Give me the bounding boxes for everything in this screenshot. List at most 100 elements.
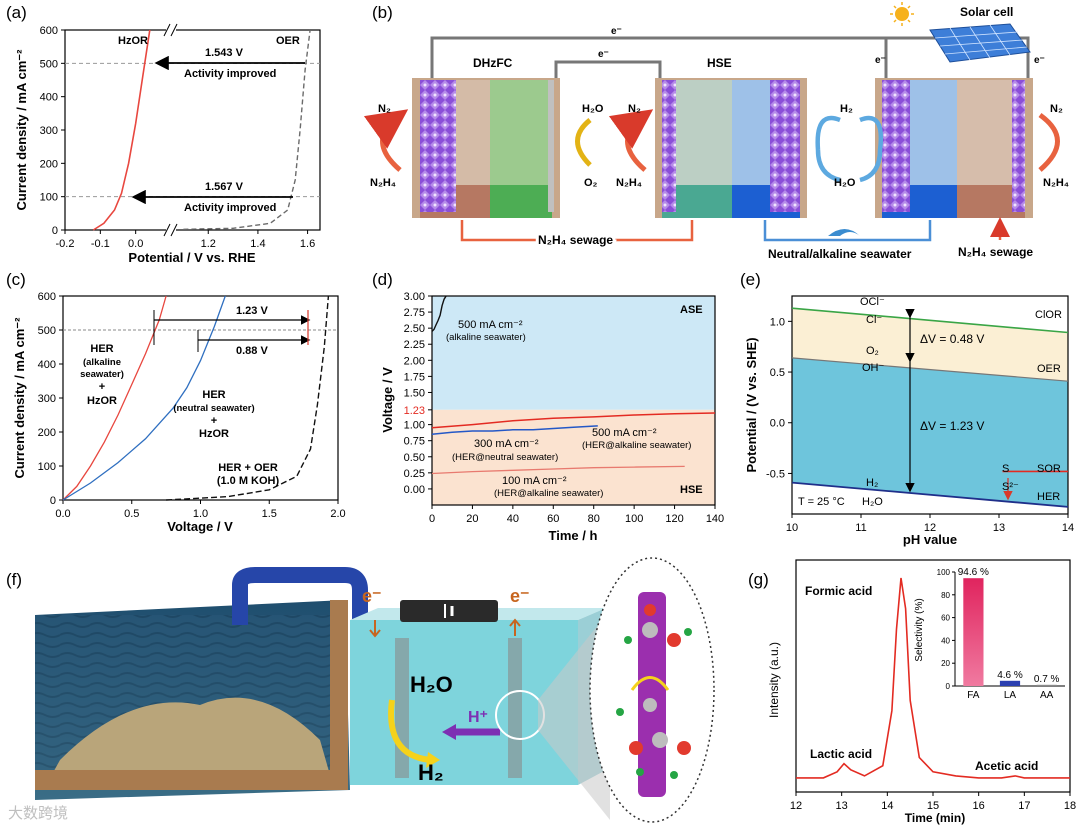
e-ylabel: Potential / (V vs. SHE)	[744, 337, 759, 472]
a-ytick-label: 400	[40, 92, 58, 104]
g-inset-y-ticks: 0 20 40 60 80 100	[937, 568, 955, 691]
g-inset-ytick-label: 20	[941, 659, 950, 668]
d-hse-region	[432, 409, 715, 505]
c-y-ticks: 0 100 200 300 400 500 600	[38, 291, 63, 507]
c-x-ticks: 0.0 0.5 1.0 1.5 2.0	[55, 500, 346, 520]
d-ytick-label: 0.00	[404, 484, 425, 496]
b-h2: H₂	[840, 103, 853, 115]
c-ytick-label: 100	[38, 461, 56, 473]
panel-d: (d) 0.00 0.25 0.50 0.75 1.00 1.23 1.50 1.75 2.00…	[372, 270, 724, 543]
d-red-label-1: (HER@alkaline seawater)	[582, 440, 691, 451]
c-xtick-label: 0.5	[124, 508, 139, 520]
e-her-label: HER	[1037, 491, 1060, 503]
f-yellow-arrow	[388, 699, 431, 763]
a-ytick-label: 0	[52, 225, 58, 237]
d-series-500-alk	[431, 412, 716, 429]
wave-icon	[828, 229, 860, 236]
g-xtick-label: 18	[1064, 800, 1076, 812]
panel-label-b: (b)	[372, 3, 393, 22]
b-seawater-flow	[763, 220, 932, 242]
watermark: 大数跨境	[8, 804, 68, 822]
b-sewage-label: N₂H₄ sewage	[538, 233, 613, 247]
d-blue-label-0: 300 mA cm⁻²	[474, 438, 539, 450]
d-lightred-label-0: 100 mA cm⁻²	[502, 475, 567, 487]
d-xtick-label: 40	[507, 513, 519, 525]
a-ytick-label: 300	[40, 125, 58, 137]
e-temp: T = 25 °C	[798, 496, 845, 508]
g-inset-value-label: 4.6 %	[997, 670, 1023, 681]
cell-solar	[875, 78, 1033, 218]
g-inset-value-label: 0.7 %	[1034, 674, 1060, 685]
e-dv2: ΔV = 1.23 V	[920, 419, 984, 433]
e-line-her	[791, 481, 1069, 508]
b-solar-label: Solar cell	[960, 5, 1013, 19]
sand-floor	[35, 770, 348, 790]
b-h2o-1: H₂O	[582, 103, 604, 115]
panel-d-frame	[431, 295, 716, 506]
d-xtick-label: 100	[625, 513, 643, 525]
d-red-label-0: 500 mA cm⁻²	[592, 427, 657, 439]
g-peak-lactic: Lactic acid	[810, 747, 872, 761]
e-s: S	[1002, 463, 1009, 475]
d-series-ase	[431, 295, 447, 332]
a-annot-improved-1: Activity improved	[184, 68, 276, 80]
d-ase-label: ASE	[680, 304, 703, 316]
d-lightred-label-1: (HER@alkaline seawater)	[494, 488, 603, 499]
b-arrow-n2-1	[363, 109, 409, 172]
b-electron-3: e⁻	[875, 55, 886, 66]
f-electron-left: e⁻	[362, 586, 382, 606]
c-blue-label-2: +	[211, 415, 217, 427]
c-series-oer	[166, 295, 330, 501]
g-chromatogram	[796, 577, 1070, 779]
c-ytick-label: 200	[38, 427, 56, 439]
e-xtick-label: 14	[1062, 522, 1074, 534]
e-ytick-label: 0.0	[770, 418, 785, 430]
hse-electrode	[770, 80, 800, 212]
sand-mound	[50, 697, 330, 778]
a-xtick-label: -0.2	[56, 238, 75, 250]
g-xtick-label: 16	[973, 800, 985, 812]
c-ytick-label: 500	[38, 325, 56, 337]
d-ytick-label: 2.50	[404, 323, 425, 335]
b-sewage-right-label: N₂H₄ sewage	[958, 245, 1033, 259]
e-x-ticks: 10 11 12 13 14	[786, 514, 1074, 534]
b-arrow-h2o-h2	[815, 115, 884, 183]
b-dhzfc-label: DHzFC	[473, 56, 513, 70]
b-n2h4-3: N₂H₄	[1043, 177, 1069, 189]
c-red-label-0: HER	[90, 343, 113, 355]
a-ytick-label: 600	[40, 25, 58, 37]
a-y-ticks: 0 100 200 300 400 500 600	[40, 25, 65, 237]
c-gap1-label: 1.23 V	[236, 305, 268, 317]
f-h-plus: H⁺	[468, 709, 488, 726]
e-xtick-label: 13	[993, 522, 1005, 534]
g-inset-bar-la	[999, 680, 1021, 686]
e-h2: H₂	[866, 477, 878, 489]
panel-label-e: (e)	[740, 270, 761, 289]
d-xtick-label: 140	[706, 513, 724, 525]
c-ytick-label: 300	[38, 393, 56, 405]
d-xtick-label: 60	[547, 513, 559, 525]
a-annot-1567: 1.567 V	[205, 181, 244, 193]
c-gap2-label: 0.88 V	[236, 345, 268, 357]
panel-label-g: (g)	[748, 570, 769, 589]
c-black-label-0: HER + OER	[218, 462, 278, 474]
e-ytick-label: -0.5	[766, 468, 785, 480]
g-inset-ytick-label: 0	[946, 682, 951, 691]
e-oer-label: OER	[1037, 363, 1061, 375]
a-oer-label: OER	[276, 35, 300, 47]
a-reference-lines	[65, 62, 320, 198]
panel-label-a: (a)	[6, 3, 27, 22]
e-xtick-label: 10	[786, 522, 798, 534]
g-ylabel: Intensity (a.u.)	[767, 642, 781, 718]
transfer-pipe	[232, 567, 368, 625]
a-xtick-label: -0.1	[91, 238, 110, 250]
panel-b-schematic: (b) e⁻ e⁻ e⁻ e⁻ DHzFC HSE	[363, 2, 1069, 261]
b-n2-3: N₂	[1050, 103, 1063, 115]
e-o2: O₂	[866, 345, 879, 357]
a-annot-1543: 1.543 V	[205, 47, 244, 59]
d-ytick-label: 2.00	[404, 355, 425, 367]
e-xlabel: pH value	[903, 532, 957, 547]
c-ytick-label: 0	[50, 495, 56, 507]
